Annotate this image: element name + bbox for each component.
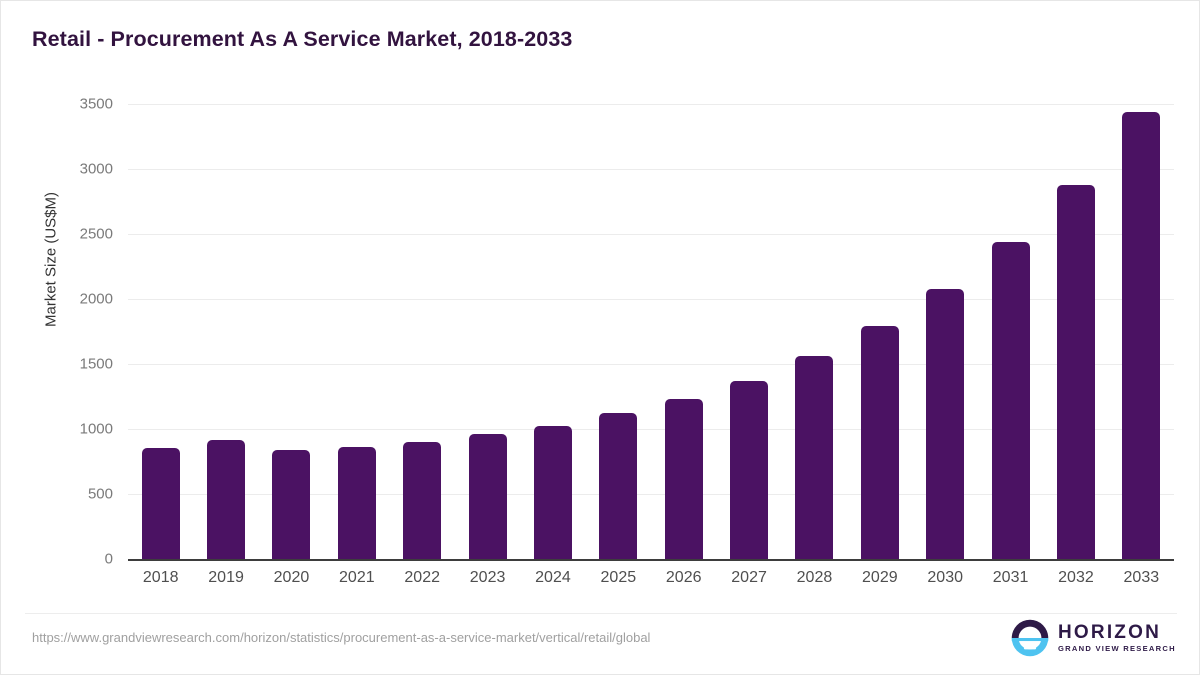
bar[interactable] xyxy=(533,426,572,559)
y-tick-label: 3500 xyxy=(79,95,113,113)
bar[interactable] xyxy=(599,413,638,559)
y-tick-label: 1500 xyxy=(79,355,113,373)
bar[interactable] xyxy=(991,242,1030,559)
gridline xyxy=(128,169,1174,170)
y-tick-label: 1000 xyxy=(79,420,113,438)
horizon-logo: HORIZON GRAND VIEW RESEARCH xyxy=(1011,619,1176,657)
y-tick-label: 2000 xyxy=(79,290,113,308)
y-tick-label: 2500 xyxy=(79,225,113,243)
x-tick-label: 2033 xyxy=(1123,569,1160,586)
x-tick-label: 2031 xyxy=(992,569,1029,586)
y-tick-label: 0 xyxy=(104,550,113,568)
x-tick-label: 2030 xyxy=(927,569,963,586)
x-tick-label: 2020 xyxy=(273,569,310,586)
x-tick-label: 2026 xyxy=(665,569,702,586)
horizon-sunset-icon xyxy=(1011,619,1049,657)
footer-divider xyxy=(25,613,1177,614)
bar[interactable] xyxy=(272,449,311,559)
logo-tagline: GRAND VIEW RESEARCH xyxy=(1058,643,1176,653)
x-tick-label: 2021 xyxy=(339,569,375,586)
y-tick-label: 500 xyxy=(87,485,113,503)
x-tick-label: 2024 xyxy=(535,569,571,586)
bar[interactable] xyxy=(795,356,834,559)
bar[interactable] xyxy=(403,442,442,559)
x-tick-label: 2027 xyxy=(731,569,767,586)
x-tick-label: 2018 xyxy=(142,569,179,586)
gridline xyxy=(128,299,1174,300)
x-tick-label: 2025 xyxy=(600,569,637,586)
bar[interactable] xyxy=(730,380,769,559)
y-tick-label: 3000 xyxy=(79,160,113,178)
bar[interactable] xyxy=(207,440,246,559)
gridline xyxy=(128,234,1174,235)
gridline xyxy=(128,429,1174,430)
x-tick-label: 2028 xyxy=(796,569,833,586)
bar[interactable] xyxy=(141,447,180,559)
bar[interactable] xyxy=(1056,185,1095,559)
bar[interactable] xyxy=(1122,111,1161,559)
y-axis-tick-labels: 0 500 1000 1500 2000 2500 3000 3500 xyxy=(53,1,113,676)
gridline xyxy=(128,364,1174,365)
gridline xyxy=(128,494,1174,495)
bar[interactable] xyxy=(468,433,507,559)
gridline xyxy=(128,104,1174,105)
x-tick-label: 2029 xyxy=(862,569,898,586)
bar[interactable] xyxy=(860,326,899,559)
x-axis-line xyxy=(128,559,1174,561)
logo-wordmark: HORIZON xyxy=(1058,621,1162,643)
source-url[interactable]: https://www.grandviewresearch.com/horizo… xyxy=(32,630,651,645)
logo-text: HORIZON GRAND VIEW RESEARCH xyxy=(1058,623,1176,653)
x-tick-label: 2019 xyxy=(208,569,244,586)
bar[interactable] xyxy=(337,446,376,559)
bar[interactable] xyxy=(664,399,703,559)
x-tick-label: 2032 xyxy=(1058,569,1094,586)
bar[interactable] xyxy=(926,289,965,559)
page-title: Retail - Procurement As A Service Market… xyxy=(32,27,573,51)
x-tick-label: 2023 xyxy=(469,569,506,586)
x-tick-label: 2022 xyxy=(404,569,440,586)
